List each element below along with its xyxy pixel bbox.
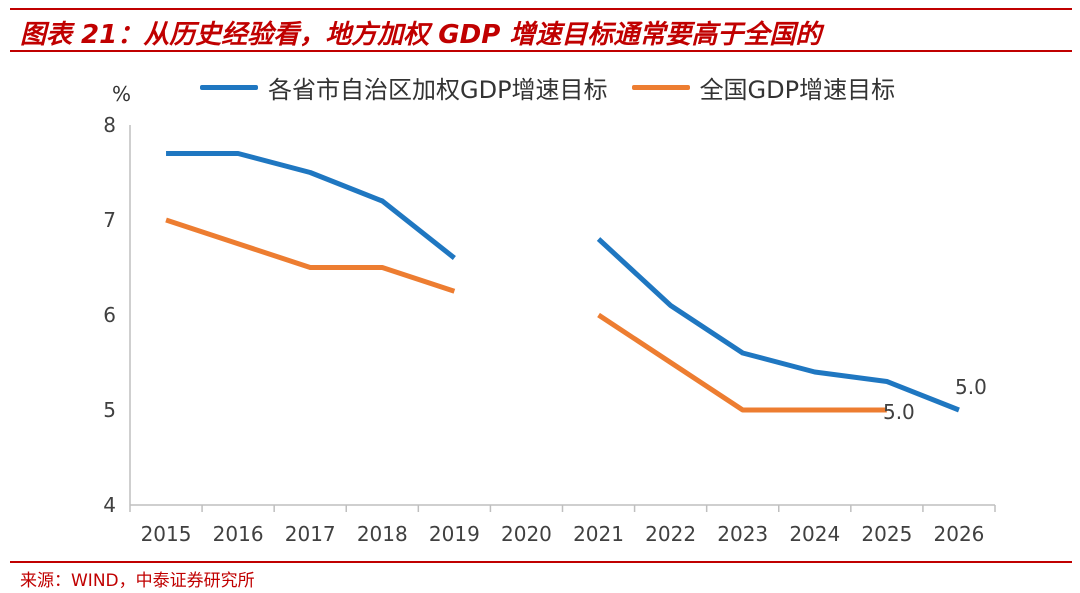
y-axis-unit: % xyxy=(112,82,132,106)
data-label: 5.0 xyxy=(955,375,987,399)
footer-rule xyxy=(10,561,1072,563)
x-tick-label: 2016 xyxy=(213,522,264,546)
series-line-0 xyxy=(166,151,456,260)
legend-label-provincial: 各省市自治区加权GDP增速目标 xyxy=(268,76,608,104)
title-bar: 图表 21：从历史经验看，地方加权 GDP 增速目标通常要高于全国的 xyxy=(0,0,1080,52)
x-tick-label: 2023 xyxy=(717,522,768,546)
series-line-1 xyxy=(165,217,456,294)
legend-swatch-blue xyxy=(200,85,258,90)
legend-label-national: 全国GDP增速目标 xyxy=(699,76,896,104)
series-line-1 xyxy=(597,312,887,413)
y-tick-label: 7 xyxy=(103,208,116,232)
y-tick-label: 4 xyxy=(103,493,116,517)
y-tick-label: 5 xyxy=(103,398,116,422)
legend-item-provincial: 各省市自治区加权GDP增速目标 xyxy=(200,70,608,105)
x-tick-label: 2021 xyxy=(573,522,624,546)
x-tick-label: 2018 xyxy=(357,522,408,546)
legend-swatch-orange xyxy=(631,85,690,90)
x-tick-label: 2015 xyxy=(141,522,192,546)
title-top-rule xyxy=(10,8,1072,10)
x-tick-label: 2017 xyxy=(285,522,336,546)
legend-item-national: 全国GDP增速目标 xyxy=(631,70,896,105)
x-tick-label: 2025 xyxy=(861,522,912,546)
title-bottom-rule xyxy=(10,50,1072,52)
x-tick-label: 2026 xyxy=(934,522,985,546)
data-label: 5.0 xyxy=(883,400,915,424)
x-tick-label: 2019 xyxy=(429,522,480,546)
x-tick-label: 2020 xyxy=(501,522,552,546)
chart-legend: 各省市自治区加权GDP增速目标 全国GDP增速目标 xyxy=(200,70,895,105)
series-line-0 xyxy=(596,237,960,413)
source-note: 来源：WIND，中泰证券研究所 xyxy=(20,571,255,591)
y-tick-label: 8 xyxy=(103,113,116,137)
x-tick-label: 2022 xyxy=(645,522,696,546)
chart-title: 图表 21：从历史经验看，地方加权 GDP 增速目标通常要高于全国的 xyxy=(20,20,822,50)
x-tick-label: 2024 xyxy=(789,522,840,546)
y-tick-label: 6 xyxy=(103,303,116,327)
